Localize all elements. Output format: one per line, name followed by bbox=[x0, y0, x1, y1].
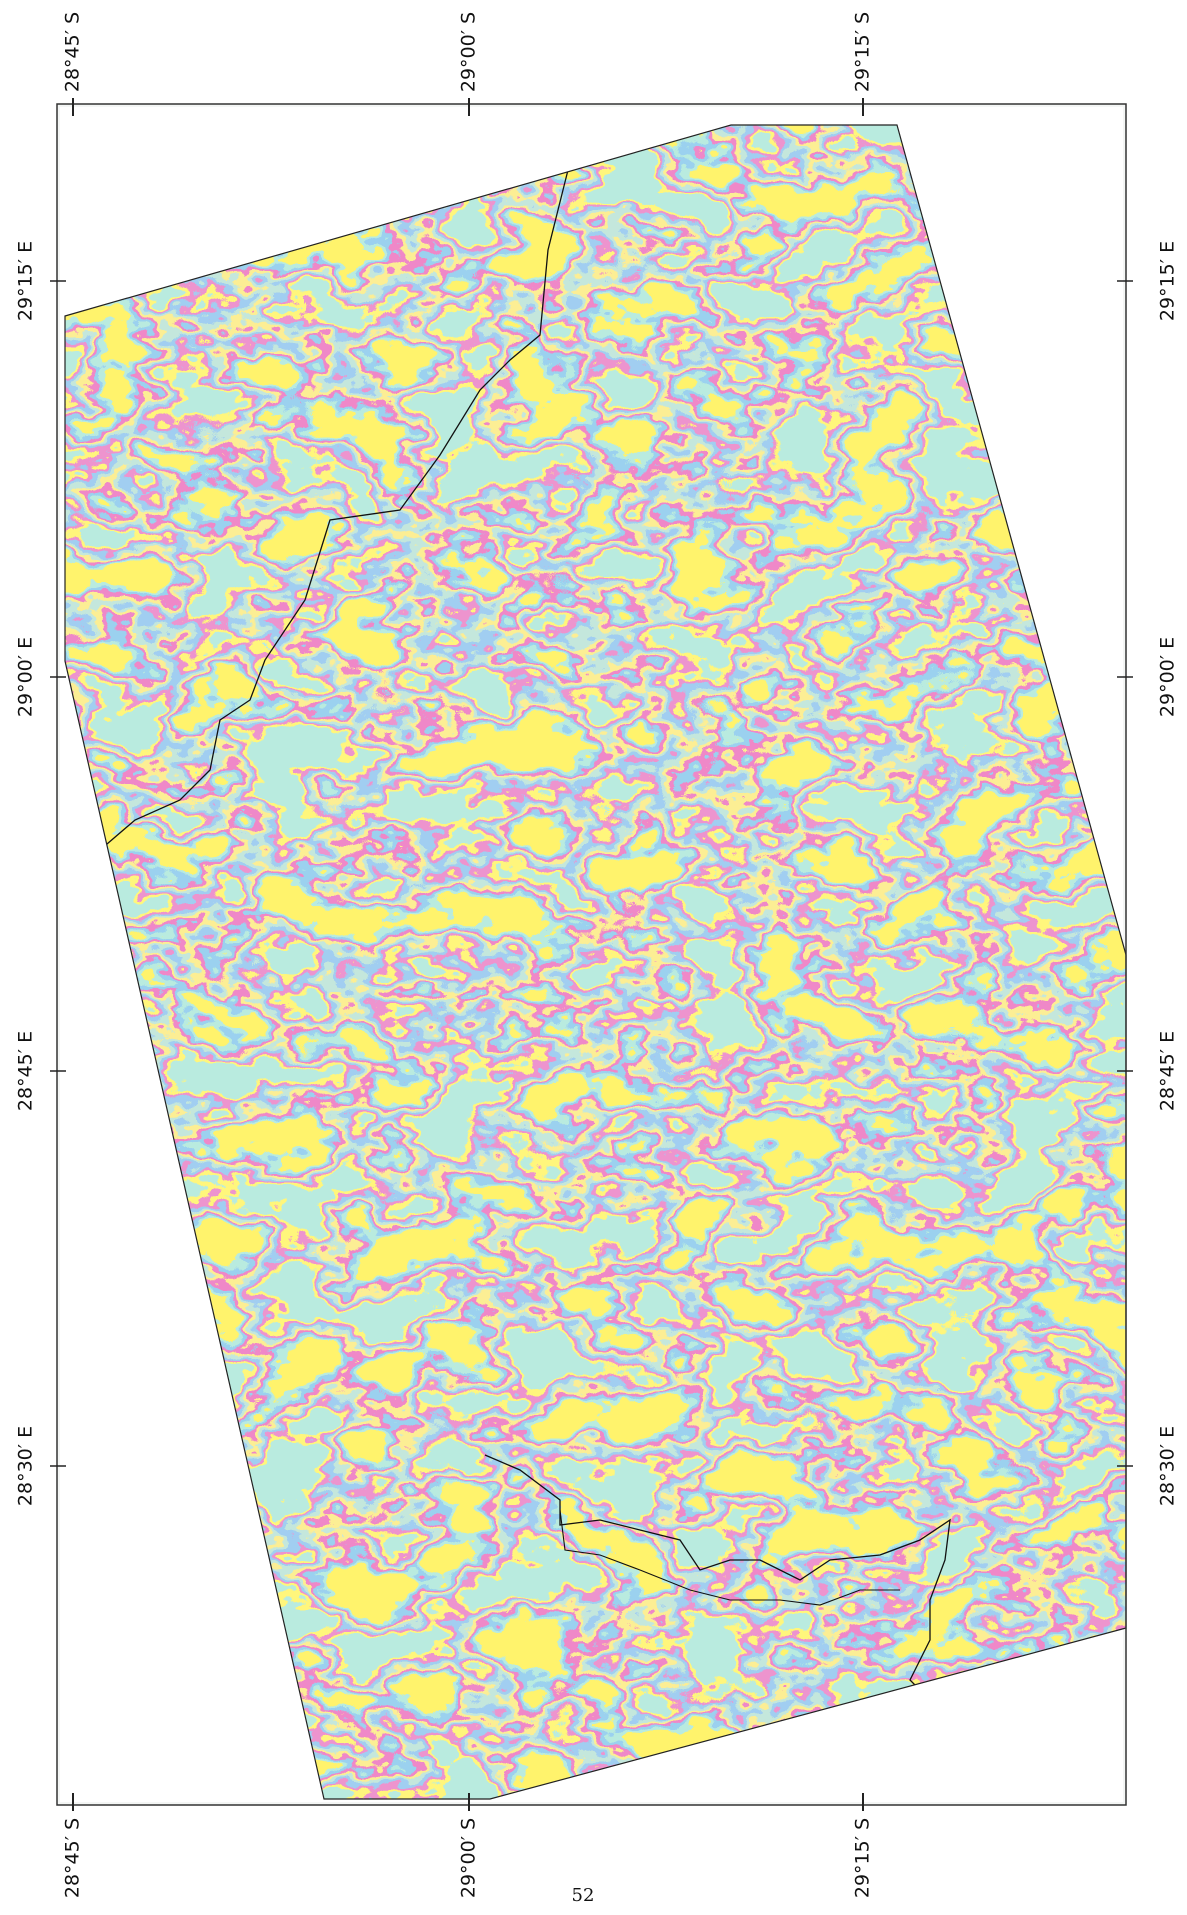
lon-label: 29°00′ E bbox=[15, 637, 37, 717]
lat-label: 29°15′ S bbox=[852, 1818, 874, 1898]
lat-label: 28°45′ S bbox=[62, 1818, 84, 1898]
page: 52 28°45′ S 29°00′ S 29°15′ S 28°45′ S 29°00… bbox=[0, 0, 1187, 1915]
lat-label: 29°00′ S bbox=[458, 12, 480, 92]
lon-label: 28°30′ E bbox=[1157, 1426, 1179, 1506]
lon-label: 28°45′ E bbox=[1157, 1031, 1179, 1111]
lat-label: 28°45′ S bbox=[62, 12, 84, 92]
lon-label: 28°45′ E bbox=[15, 1031, 37, 1111]
lat-label: 29°00′ S bbox=[458, 1818, 480, 1898]
page-number: 52 bbox=[572, 1885, 595, 1906]
lon-label: 28°30′ E bbox=[15, 1426, 37, 1506]
lon-label: 29°15′ E bbox=[15, 241, 37, 321]
lon-label: 29°15′ E bbox=[1157, 241, 1179, 321]
lat-label: 29°15′ S bbox=[852, 12, 874, 92]
lon-label: 29°00′ E bbox=[1157, 637, 1179, 717]
